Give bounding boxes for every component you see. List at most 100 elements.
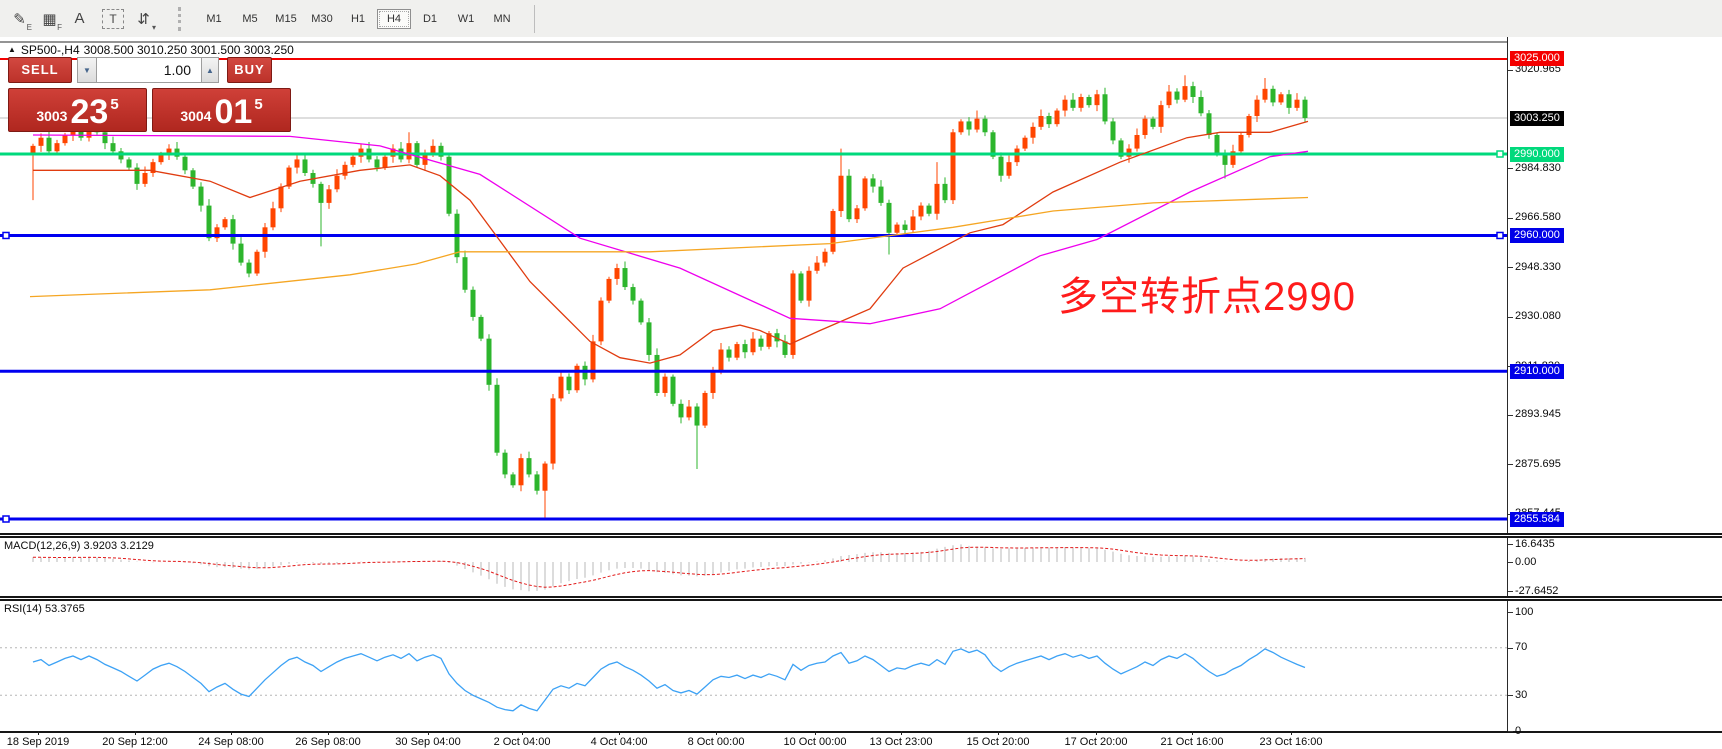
- chart-symbol-period: SP500-,H4: [20, 43, 80, 57]
- price-tick-label: 2984.830: [1515, 161, 1561, 174]
- chart-ohlc-values: 3008.500 3010.250 3001.500 3003.250: [83, 43, 294, 57]
- date-label: 30 Sep 04:00: [395, 736, 461, 748]
- macd-label: MACD(12,26,9) 3.9203 3.2129: [4, 540, 154, 552]
- annotation-text: 多空转折点2990: [1058, 275, 1356, 319]
- bid-prefix: 3003: [36, 108, 68, 124]
- macd-canvas[interactable]: [0, 538, 1508, 596]
- date-tick-mark: [998, 731, 999, 735]
- date-label: 8 Oct 00:00: [687, 736, 745, 748]
- rsi-panel: RSI(14) 53.3765: [0, 601, 1722, 733]
- date-label: 26 Sep 08:00: [295, 736, 361, 748]
- price-tick-mark: [1508, 464, 1513, 466]
- date-tick-mark: [231, 731, 232, 735]
- price-badge: 3003.250: [1510, 110, 1564, 126]
- macd-axis-label: 16.6435: [1515, 537, 1555, 550]
- toolbar-icon-group: ✎ E ▦ F A T ⇵ ▾: [0, 6, 160, 32]
- volume-increase-button[interactable]: ▲: [201, 57, 219, 83]
- date-label: 17 Oct 20:00: [1064, 736, 1128, 748]
- buy-button[interactable]: BUY: [227, 57, 272, 83]
- rsi-line: [32, 648, 1306, 712]
- macd-axis-label: 0.00: [1515, 555, 1537, 568]
- date-label: 13 Oct 23:00: [869, 736, 933, 748]
- rsi-tick-mark: [1508, 612, 1513, 613]
- toolbar-separator: [534, 4, 535, 33]
- bid-price-box[interactable]: 3003 23 5: [8, 88, 147, 132]
- rsi-axis-label: 0: [1515, 724, 1522, 737]
- date-axis[interactable]: 18 Sep 2019 20 Sep 12:00 24 Sep 08:00 26 Se…: [0, 731, 1722, 749]
- one-click-trading-panel: SELL ▼ ▲ BUY 3003 23 5 3004 01 5: [8, 57, 292, 132]
- date-tick-mark: [328, 731, 329, 735]
- price-chart-panel: ▲ SP500-,H4 3008.500 3010.250 3001.500 300…: [0, 37, 1722, 533]
- macd-tick-mark: [1508, 562, 1513, 563]
- macd-histogram: [32, 544, 1306, 592]
- timeframe-w1[interactable]: W1: [457, 12, 475, 25]
- date-tick-mark: [1291, 731, 1292, 735]
- timeframe-mn[interactable]: MN: [493, 12, 511, 25]
- price-tick-label: 2930.080: [1515, 310, 1561, 323]
- text-box-icon[interactable]: T: [102, 8, 124, 29]
- price-tick-mark: [1508, 414, 1513, 416]
- collapse-arrow-icon[interactable]: ▲: [8, 45, 16, 54]
- date-tick-mark: [716, 731, 717, 735]
- timeframe-m15[interactable]: M15: [275, 12, 297, 25]
- date-tick-mark: [1096, 731, 1097, 735]
- timeframe-h4[interactable]: H4: [377, 8, 411, 29]
- timeframe-m30[interactable]: M30: [311, 12, 333, 25]
- text-label-icon[interactable]: A: [74, 10, 85, 27]
- date-label: 23 Oct 16:00: [1259, 736, 1323, 748]
- rsi-tick-mark: [1508, 731, 1513, 732]
- date-label: 18 Sep 2019: [6, 736, 70, 748]
- price-badge: 2855.584: [1510, 511, 1564, 527]
- price-tick-label: 2948.330: [1515, 260, 1561, 273]
- sell-button[interactable]: SELL: [8, 57, 72, 83]
- timeframe-m5[interactable]: M5: [242, 12, 258, 25]
- bid-pip-fraction: 5: [110, 96, 119, 113]
- macd-axis-label: -27.6452: [1515, 584, 1559, 597]
- ma-mid: [32, 134, 1309, 325]
- price-badge: 2960.000: [1510, 227, 1564, 243]
- ask-price-box[interactable]: 3004 01 5: [152, 88, 291, 132]
- ma-slow: [29, 196, 1309, 298]
- chart-macd-separator[interactable]: [0, 533, 1722, 538]
- toolbar: ✎ E ▦ F A T ⇵ ▾ M1 M5 M15 M30 H1 H4 D1 W1 MN: [0, 0, 1722, 38]
- price-tick-mark: [1508, 267, 1513, 269]
- ask-pip-fraction: 5: [254, 96, 263, 113]
- date-label: 21 Oct 16:00: [1160, 736, 1224, 748]
- price-tick-mark: [1508, 217, 1513, 219]
- draw-objects-icon[interactable]: ✎ E: [13, 10, 32, 32]
- macd-rsi-separator[interactable]: [0, 596, 1722, 601]
- rsi-canvas[interactable]: [0, 601, 1508, 731]
- toolbar-drag-handle[interactable]: [178, 6, 186, 31]
- rsi-label: RSI(14) 53.3765: [4, 603, 85, 615]
- date-label: 4 Oct 04:00: [590, 736, 648, 748]
- date-tick-mark: [135, 731, 136, 735]
- line-handle: [2, 231, 10, 240]
- ma-fast: [33, 120, 1309, 364]
- line-handle: [1496, 231, 1504, 240]
- price-tick-mark: [1508, 168, 1513, 170]
- rsi-axis-label: 100: [1515, 605, 1534, 618]
- indicators-grid-icon[interactable]: ▦ F: [42, 10, 62, 32]
- macd-tick-mark: [1508, 544, 1513, 546]
- timeframe-h1[interactable]: H1: [350, 12, 366, 25]
- timeframe-d1[interactable]: D1: [422, 12, 438, 25]
- ask-prefix: 3004: [180, 108, 212, 124]
- price-tick-label: 2893.945: [1515, 408, 1561, 421]
- price-tick-mark: [1508, 69, 1513, 71]
- cursor-mode-icon[interactable]: ⇵ ▾: [137, 10, 156, 32]
- timeframe-m1[interactable]: M1: [206, 12, 222, 25]
- ask-big-figure: 01: [214, 93, 253, 131]
- volume-decrease-button[interactable]: ▼: [77, 57, 97, 83]
- rsi-axis-label: 30: [1515, 688, 1528, 701]
- price-badge: 2990.000: [1510, 146, 1564, 162]
- date-tick-mark: [38, 731, 39, 735]
- date-tick-mark: [1192, 731, 1193, 735]
- price-badge: 3025.000: [1510, 51, 1564, 67]
- candles-layer: [30, 75, 1308, 519]
- price-badge: 2910.000: [1510, 363, 1564, 379]
- date-tick-mark: [901, 731, 902, 735]
- rsi-axis-label: 70: [1515, 641, 1528, 654]
- volume-input[interactable]: [97, 57, 201, 83]
- rsi-tick-mark: [1508, 647, 1513, 649]
